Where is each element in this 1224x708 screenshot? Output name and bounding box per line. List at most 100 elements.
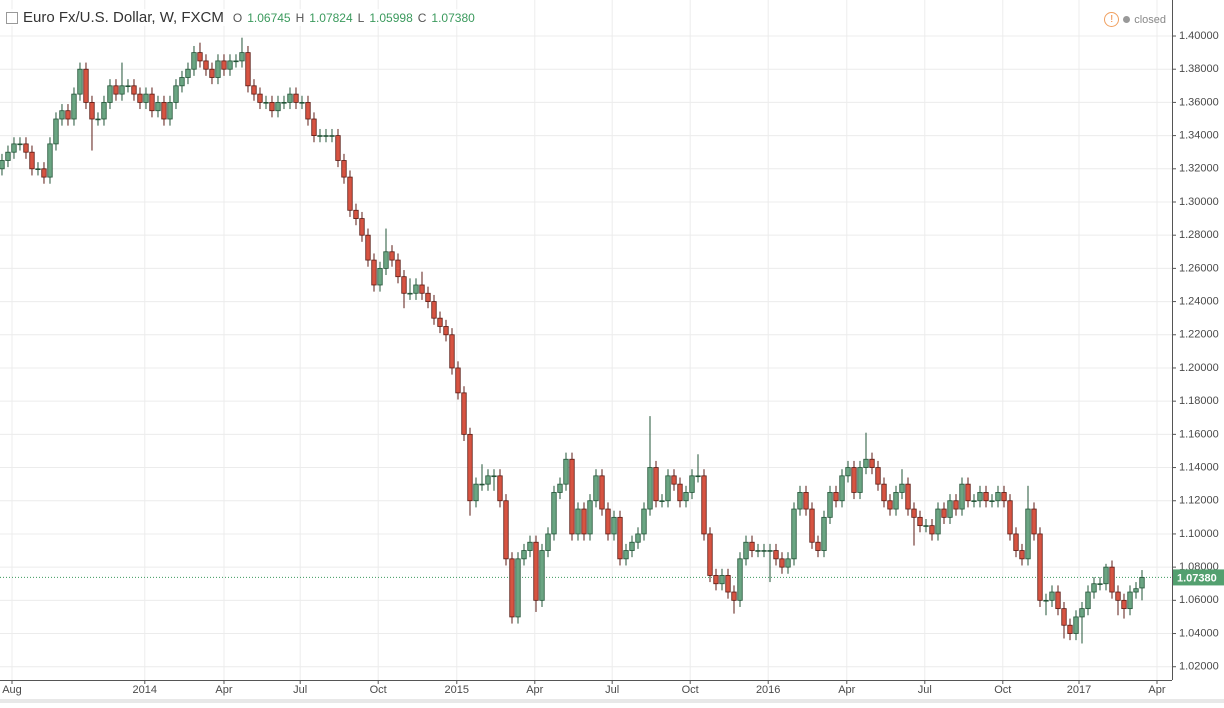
ohlc-value: 1.06745: [247, 10, 291, 25]
x-tick-label: Oct: [682, 684, 699, 696]
candle-body: [167, 102, 173, 120]
candle-body: [293, 93, 299, 103]
candle-body: [1073, 616, 1079, 634]
candle-body: [461, 392, 467, 435]
candle-body: [317, 135, 323, 137]
candle-body: [917, 516, 923, 527]
candle-body: [995, 492, 1001, 502]
candle-body: [287, 93, 293, 103]
ohlc-key: L: [357, 10, 365, 25]
ohlc-value: 1.05998: [369, 10, 413, 25]
candle-body: [83, 68, 89, 103]
candle-body: [17, 143, 23, 146]
candle-body: [419, 284, 425, 294]
y-tick-label: 1.06000: [1179, 594, 1219, 606]
x-tick-label: Oct: [370, 684, 387, 696]
candle-body: [347, 176, 353, 211]
candle-body: [227, 60, 233, 70]
candle-body: [377, 267, 383, 286]
candle-body: [695, 475, 701, 478]
candle-body: [365, 234, 371, 261]
y-tick-label: 1.34000: [1179, 130, 1219, 142]
candle-body: [221, 60, 227, 70]
candle-body: [971, 500, 977, 502]
candle-body: [959, 483, 965, 510]
candle-body: [1013, 533, 1019, 551]
candle-body: [71, 93, 77, 120]
candle-body: [443, 326, 449, 336]
y-tick-label: 1.14000: [1179, 461, 1219, 473]
candle-body: [191, 52, 197, 70]
candle-body: [383, 251, 389, 269]
candle-body: [545, 533, 551, 551]
candle-body: [305, 102, 311, 120]
candle-body: [95, 118, 101, 121]
candle-body: [659, 500, 665, 502]
candle-body: [719, 575, 725, 585]
y-tick-label: 1.22000: [1179, 329, 1219, 341]
candle-body: [851, 467, 857, 493]
candle-body: [1019, 550, 1025, 560]
candle-body: [521, 550, 527, 560]
candle-body: [1061, 608, 1067, 626]
candle-body: [737, 558, 743, 601]
candle-body: [725, 575, 731, 593]
y-tick-label: 1.02000: [1179, 661, 1219, 673]
candle-body: [449, 334, 455, 369]
candle-body: [1079, 608, 1085, 618]
candle-body: [509, 558, 515, 618]
candle-body: [353, 209, 359, 219]
candle-body: [23, 143, 29, 153]
candle-body: [941, 508, 947, 518]
candle-body: [761, 550, 767, 552]
candle-body: [371, 259, 377, 286]
candle-body: [131, 85, 137, 95]
candle-body: [1007, 500, 1013, 535]
candle-body: [329, 135, 335, 137]
candle-body: [821, 516, 827, 551]
x-tick-label: Apr: [526, 684, 543, 696]
candle-body: [29, 151, 35, 170]
collapse-button[interactable]: [6, 11, 18, 24]
x-tick-label: Aug: [2, 684, 22, 696]
y-tick-label: 1.28000: [1179, 229, 1219, 241]
candle-body: [491, 475, 497, 478]
warning-icon[interactable]: !: [1104, 12, 1120, 27]
y-tick-label: 1.30000: [1179, 196, 1219, 208]
candle-body: [239, 52, 245, 62]
y-tick-label: 1.04000: [1179, 627, 1219, 639]
candle-body: [47, 143, 53, 178]
y-tick-label: 1.36000: [1179, 96, 1219, 108]
candle-body: [395, 259, 401, 278]
candle-body: [875, 467, 881, 485]
candle-body: [671, 475, 677, 485]
candle-body: [5, 151, 11, 161]
x-tick-label: Jul: [918, 684, 932, 696]
candle-body: [1001, 492, 1007, 502]
candle-body: [497, 475, 503, 502]
candle-body: [527, 541, 533, 551]
candle-body: [905, 483, 911, 510]
x-tick-label: 2017: [1067, 684, 1091, 696]
candle-body: [467, 433, 473, 502]
candle-body: [1031, 508, 1037, 535]
y-tick-label: 1.10000: [1179, 528, 1219, 540]
candle-body: [947, 500, 953, 518]
candle-body: [425, 292, 431, 302]
candle-body: [413, 284, 419, 294]
candle-body: [899, 483, 905, 493]
candle-body: [953, 500, 959, 510]
candle-body: [677, 483, 683, 502]
candle-body: [1103, 566, 1109, 585]
candle-body: [569, 458, 575, 535]
candle-body: [389, 251, 395, 261]
candle-body: [155, 102, 161, 112]
candle-body: [983, 492, 989, 502]
candle-body: [653, 467, 659, 502]
candle-body: [665, 475, 671, 502]
candle-body: [203, 60, 209, 70]
y-tick-label: 1.24000: [1179, 295, 1219, 307]
candle-body: [215, 60, 221, 78]
candle-body: [581, 508, 587, 535]
candle-body: [701, 475, 707, 535]
